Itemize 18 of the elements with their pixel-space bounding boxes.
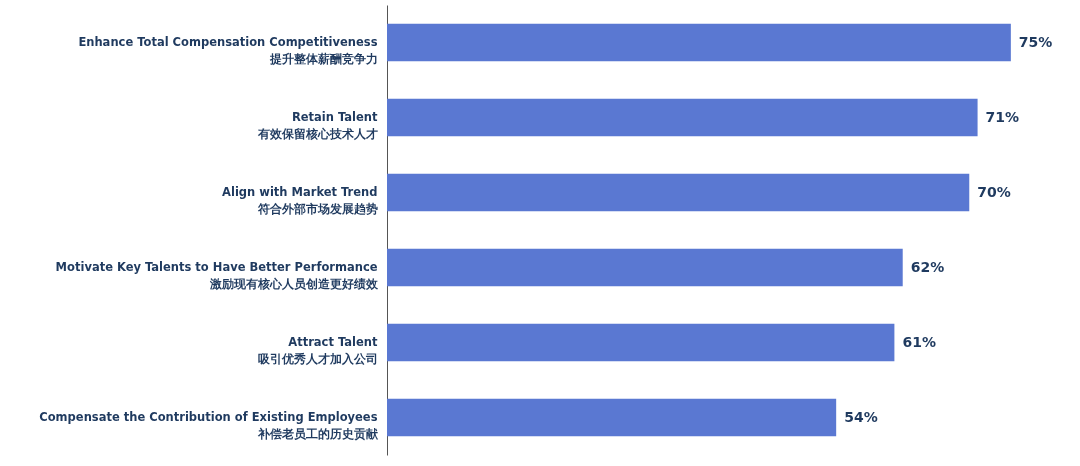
y-tick-label: Motivate Key Talents to Have Better Performance 激励现有核心人员创造更好绩效 bbox=[55, 259, 379, 291]
bar bbox=[387, 173, 970, 212]
bar bbox=[387, 398, 837, 437]
y-tick-label: Enhance Total Compensation Competitiveness 提升整体薪酬竞争力 bbox=[78, 34, 378, 66]
bar bbox=[387, 23, 1011, 62]
y-tick-label: Attract Talent 吸引优秀人才加入公司 bbox=[257, 334, 378, 366]
data-label: 75% bbox=[1018, 33, 1053, 50]
bar bbox=[387, 98, 978, 137]
y-tick-label: Retain Talent 有效保留核心技术人才 bbox=[256, 109, 378, 141]
data-label: 70% bbox=[977, 183, 1011, 200]
y-tick-label: Compensate the Contribution of Existing Employees 补偿老员工的历史贡献 bbox=[39, 409, 379, 441]
y-tick-label: Align with Market Trend 符合外部市场发展趋势 bbox=[222, 184, 378, 216]
bar bbox=[387, 323, 895, 362]
bar bbox=[387, 248, 903, 287]
data-label: 71% bbox=[985, 108, 1020, 125]
data-label: 61% bbox=[902, 333, 936, 350]
data-label: 62% bbox=[910, 258, 945, 275]
data-label: 54% bbox=[844, 408, 878, 425]
